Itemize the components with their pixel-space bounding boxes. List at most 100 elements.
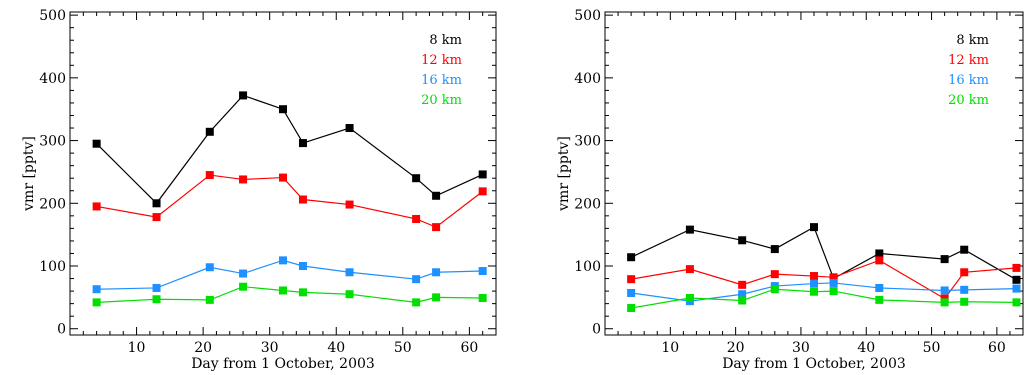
left-series-marker-20-km (412, 298, 421, 307)
left-series-marker-20-km (432, 293, 441, 302)
left-series-marker-8-km (298, 139, 307, 148)
right-series-marker-20-km (960, 297, 969, 306)
right-series-marker-12-km (1012, 263, 1021, 272)
left-x-tick-label: 10 (128, 340, 146, 356)
right-x-tick-label: 20 (727, 340, 745, 356)
right-series-marker-12-km (810, 272, 818, 281)
right-series-marker-8-km (627, 253, 636, 262)
left-y-tick-label: 500 (39, 8, 66, 24)
left-series-line-8-km (96, 94, 483, 205)
right-data-group (627, 223, 1021, 313)
left-data-group (92, 91, 487, 307)
left-series-marker-12-km (478, 187, 487, 196)
right-series-marker-20-km (627, 304, 636, 313)
right-series-marker-16-km (627, 288, 636, 297)
left-series-marker-8-km (239, 91, 248, 100)
left-legend-entry-8-km: 8 km (429, 33, 462, 48)
left-series-marker-20-km (92, 298, 101, 307)
right-series-marker-8-km (1012, 275, 1021, 284)
right-chart-panel: 10 20 30 40 50 60 0 100 200 300 400 500 Day from 1 O… (556, 8, 1024, 372)
left-series-marker-12-km (92, 202, 101, 211)
left-x-tick-label: 60 (460, 340, 478, 356)
left-legend-entry-20-km: 20 km (421, 93, 462, 108)
right-series-marker-20-km (770, 285, 779, 294)
left-series-marker-8-km (279, 105, 287, 114)
left-series-marker-16-km (432, 268, 441, 277)
right-series-line-16-km (631, 282, 1017, 302)
right-legend-entry-20-km: 20 km (948, 93, 989, 108)
right-y-tick-label: 200 (574, 196, 601, 212)
left-series-line-16-km (96, 259, 483, 290)
left-series-marker-12-km (432, 223, 441, 232)
left-series-line-12-km (96, 174, 484, 228)
left-series-marker-16-km (152, 283, 161, 292)
right-series-marker-20-km (940, 298, 949, 307)
right-series-marker-12-km (770, 270, 779, 279)
left-series-marker-12-km (279, 173, 287, 182)
right-series-marker-12-km (685, 265, 694, 274)
left-series-marker-12-km (345, 200, 354, 209)
left-series-marker-16-km (298, 262, 307, 271)
left-x-axis-title: Day from 1 October, 2003 (191, 356, 375, 372)
left-series-marker-8-km (92, 139, 101, 148)
left-series-marker-16-km (92, 285, 101, 294)
left-series-marker-16-km (239, 269, 248, 278)
right-series-marker-8-km (875, 249, 884, 258)
left-series-marker-12-km (152, 213, 161, 222)
left-series-marker-8-km (152, 199, 161, 208)
right-series-marker-20-km (685, 293, 694, 302)
left-x-tick-label: 50 (394, 340, 412, 356)
left-series-marker-16-km (345, 268, 354, 277)
left-y-tick-label: 100 (39, 259, 66, 275)
right-y-tick-label: 100 (574, 259, 601, 275)
left-x-tick-label: 30 (261, 340, 279, 356)
left-series-marker-8-km (205, 127, 214, 136)
right-series-marker-20-km (810, 287, 818, 296)
right-series-marker-8-km (770, 245, 779, 254)
left-y-tick-label: 200 (39, 196, 66, 212)
right-series-marker-16-km (738, 290, 747, 299)
left-x-tick-label: 20 (194, 340, 212, 356)
right-y-tick-label: 300 (574, 134, 601, 150)
left-y-tick-label: 400 (39, 71, 66, 87)
left-series-marker-20-km (279, 286, 287, 295)
left-series-marker-20-km (205, 295, 214, 304)
right-series-marker-12-km (627, 275, 636, 284)
right-series-line-8-km (630, 226, 1017, 281)
right-series-marker-12-km (960, 268, 969, 277)
right-series-marker-20-km (875, 295, 884, 304)
right-x-tick-label: 60 (988, 340, 1006, 356)
right-series-marker-12-km (829, 273, 838, 282)
right-series-marker-16-km (960, 285, 969, 294)
right-x-tick-label: 50 (923, 340, 941, 356)
right-series-marker-16-km (875, 283, 884, 292)
left-series-marker-12-km (205, 171, 214, 180)
right-series-marker-8-km (685, 225, 694, 234)
right-series-line-12-km (631, 259, 1017, 300)
right-series-marker-8-km (738, 236, 747, 245)
right-y-tick-label: 500 (574, 8, 601, 24)
left-series-marker-8-km (478, 170, 487, 179)
left-x-tick-label: 40 (327, 340, 345, 356)
left-legend-entry-12-km: 12 km (421, 53, 462, 68)
right-series-marker-16-km (810, 279, 818, 288)
right-series-marker-8-km (940, 255, 949, 264)
right-series-marker-8-km (810, 223, 818, 232)
left-series-marker-20-km (298, 288, 307, 297)
left-series-marker-12-km (298, 195, 307, 204)
right-x-tick-label: 10 (661, 340, 679, 356)
left-y-tick-label: 300 (39, 134, 66, 150)
left-series-marker-8-km (412, 174, 421, 183)
right-series-marker-20-km (1012, 298, 1021, 307)
left-series-marker-20-km (478, 293, 487, 302)
left-series-marker-20-km (152, 295, 161, 304)
right-legend-entry-8-km: 8 km (956, 33, 989, 48)
right-x-axis-title: Day from 1 October, 2003 (722, 356, 906, 372)
right-series-marker-16-km (940, 286, 949, 295)
right-y-axis-title: vmr [pptv] (556, 136, 572, 212)
right-series-marker-8-km (960, 245, 969, 254)
left-y-tick-label: 0 (57, 322, 66, 338)
left-series-marker-16-km (478, 267, 487, 276)
left-series-marker-8-km (432, 191, 441, 200)
